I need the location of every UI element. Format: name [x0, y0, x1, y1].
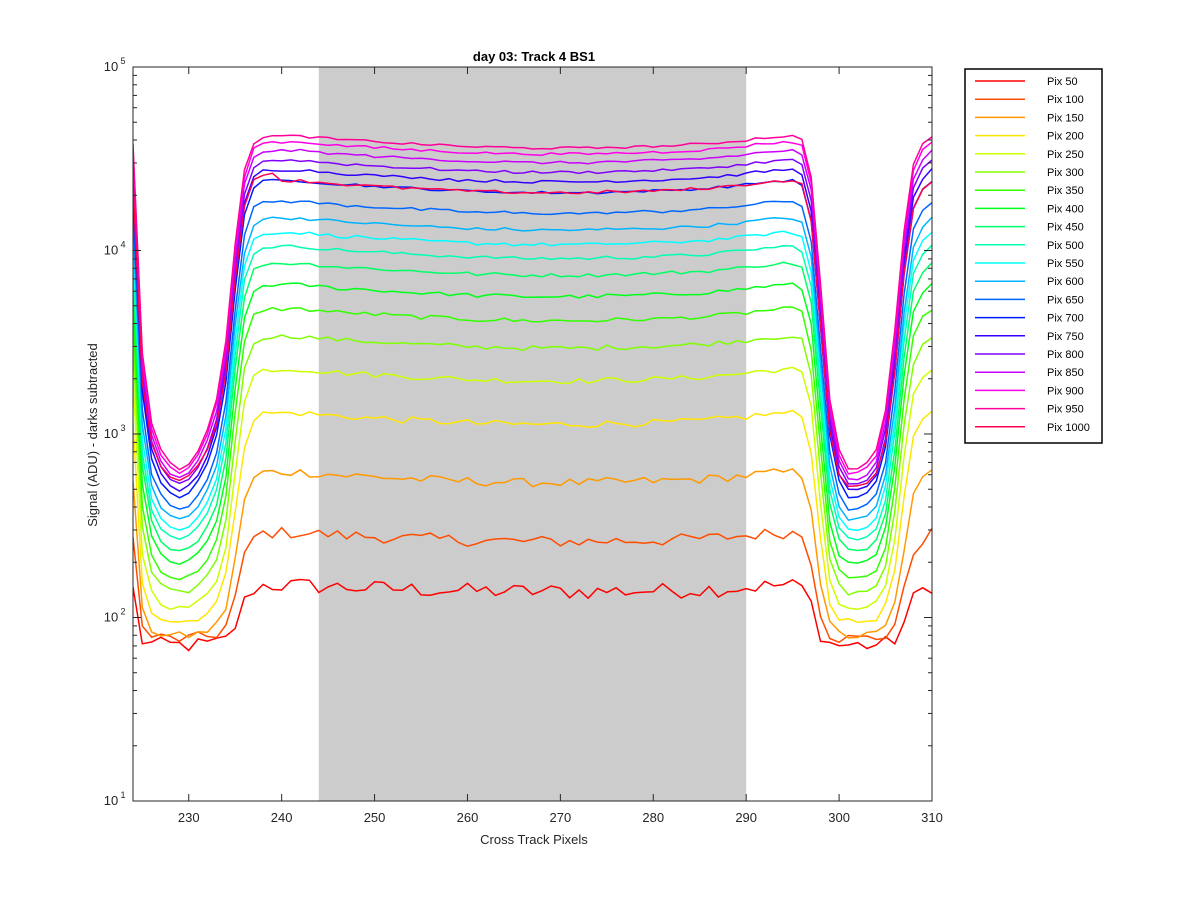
- x-tick-label: 310: [921, 810, 943, 825]
- x-tick-label: 240: [271, 810, 293, 825]
- x-tick-label: 290: [735, 810, 757, 825]
- legend-label: Pix 550: [1047, 258, 1084, 270]
- y-tick-exponent: 3: [120, 423, 125, 433]
- y-tick-exponent: 1: [120, 790, 125, 800]
- series-line-pix-350: [133, 306, 932, 581]
- legend-label: Pix 200: [1047, 131, 1084, 143]
- series-line-pix-400: [133, 282, 932, 565]
- legend-label: Pix 600: [1047, 276, 1084, 288]
- legend-label: Pix 750: [1047, 331, 1084, 343]
- x-axis-label: Cross Track Pixels: [480, 832, 588, 847]
- y-tick-exponent: 5: [120, 56, 125, 66]
- legend-label: Pix 150: [1047, 112, 1084, 124]
- x-tick-label: 280: [642, 810, 664, 825]
- series-line-pix-200: [133, 409, 932, 624]
- legend-label: Pix 100: [1047, 94, 1084, 106]
- series-lines: [133, 134, 932, 652]
- series-line-pix-50: [133, 578, 932, 652]
- x-tick-label: 270: [550, 810, 572, 825]
- series-line-pix-100: [133, 526, 932, 644]
- chart-title: day 03: Track 4 BS1: [473, 49, 595, 64]
- legend-label: Pix 400: [1047, 203, 1084, 215]
- legend-label: Pix 500: [1047, 240, 1084, 252]
- series-line-pix-800: [133, 158, 932, 485]
- legend-label: Pix 450: [1047, 222, 1084, 234]
- legend-label: Pix 950: [1047, 404, 1084, 416]
- series-line-pix-850: [133, 148, 932, 481]
- series-line-pix-900: [133, 140, 932, 475]
- series-line-pix-450: [133, 261, 932, 552]
- y-tick-label: 10: [104, 793, 118, 808]
- x-tick-label: 300: [828, 810, 850, 825]
- legend-label: Pix 650: [1047, 294, 1084, 306]
- legend-label: Pix 900: [1047, 385, 1084, 397]
- legend-label: Pix 250: [1047, 149, 1084, 161]
- series-line-pix-150: [133, 467, 932, 639]
- series-line-pix-1000: [133, 172, 932, 488]
- series-line-pix-550: [133, 230, 932, 532]
- series-line-pix-750: [133, 168, 932, 492]
- series-line-pix-950: [133, 134, 932, 471]
- legend-label: Pix 50: [1047, 76, 1078, 88]
- legend-label: Pix 700: [1047, 313, 1084, 325]
- x-tick-label: 250: [364, 810, 386, 825]
- y-tick-label: 10: [104, 59, 118, 74]
- series-line-pix-300: [133, 334, 932, 596]
- series-line-pix-650: [133, 200, 932, 511]
- legend-label: Pix 350: [1047, 185, 1084, 197]
- legend-label: Pix 800: [1047, 349, 1084, 361]
- series-line-pix-250: [133, 366, 932, 611]
- legend-label: Pix 1000: [1047, 422, 1090, 434]
- x-tick-label: 260: [457, 810, 479, 825]
- x-tick-label: 230: [178, 810, 200, 825]
- y-tick-label: 10: [104, 243, 118, 258]
- legend-label: Pix 850: [1047, 367, 1084, 379]
- legend: Pix 50 Pix 100 Pix 150 Pix 200 Pix 250 Pix 30…: [964, 68, 1103, 444]
- y-tick-exponent: 4: [120, 240, 125, 250]
- y-tick-label: 10: [104, 426, 118, 441]
- y-axis-label: Signal (ADU) - darks subtracted: [85, 343, 100, 527]
- series-line-pix-500: [133, 244, 932, 541]
- series-line-pix-600: [133, 216, 932, 522]
- legend-box: [964, 68, 1103, 444]
- legend-label: Pix 300: [1047, 167, 1084, 179]
- y-tick-label: 10: [104, 610, 118, 625]
- shaded-region: [318, 67, 747, 801]
- y-tick-exponent: 2: [120, 607, 125, 617]
